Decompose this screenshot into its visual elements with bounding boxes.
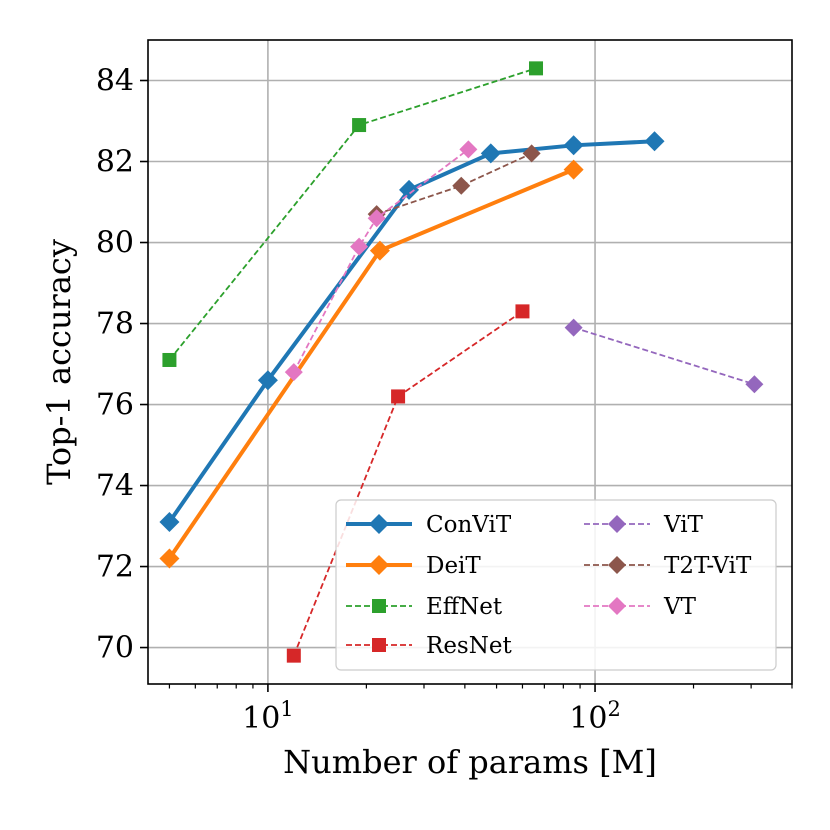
series-line-vit <box>573 326 755 386</box>
data-point-convit <box>159 511 180 532</box>
data-point-vit <box>745 375 764 394</box>
data-point-convit <box>399 179 420 200</box>
legend-label-resnet: ResNet <box>426 633 512 659</box>
legend-marker-resnet <box>372 638 386 652</box>
series-line-vt <box>293 148 469 373</box>
legend-label-t2t-vit: T2T-ViT <box>664 553 752 579</box>
series-line-convit <box>167 139 655 524</box>
data-point-t2t-vit <box>522 144 541 163</box>
data-point-vt <box>350 237 369 256</box>
data-point-deit <box>563 159 584 180</box>
legend-box <box>335 499 777 671</box>
data-point-resnet <box>515 304 530 319</box>
legend-marker-convit <box>369 514 389 534</box>
legend-marker-effnet <box>372 599 386 613</box>
y-tick-label: 84 <box>96 64 134 99</box>
data-point-effnet <box>352 118 367 133</box>
data-point-convit <box>480 143 501 164</box>
series-line-t2t-vit <box>376 152 533 216</box>
y-tick-label: 82 <box>96 145 134 180</box>
y-axis-label: Top-1 accuracy <box>40 239 78 485</box>
data-point-vt <box>367 209 386 228</box>
legend-entry-effnet: EffNet <box>346 594 503 620</box>
data-point-deit <box>159 548 180 569</box>
data-point-convit <box>257 370 278 391</box>
series-convit <box>159 131 665 532</box>
data-point-effnet <box>162 352 177 367</box>
legend: ConViT DeiT EffNet ResNet ViT T2T-ViT VT <box>335 499 777 671</box>
plot-frame <box>147 39 793 685</box>
legend-marker-vit <box>608 515 626 533</box>
data-point-effnet <box>529 61 544 76</box>
legend-entry-t2t-vit: T2T-ViT <box>584 553 752 579</box>
series-effnet <box>162 61 544 367</box>
legend-label-convit: ConViT <box>426 512 512 538</box>
data-point-deit <box>369 240 390 261</box>
legend-label-effnet: EffNet <box>426 594 503 620</box>
legend-marker-vt <box>608 597 626 615</box>
y-tick-label: 70 <box>96 631 134 666</box>
data-point-vt <box>284 363 303 382</box>
legend-entry-deit: DeiT <box>346 553 481 579</box>
y-tick-label: 76 <box>96 388 134 423</box>
legend-label-deit: DeiT <box>426 553 481 579</box>
data-point-t2t-vit <box>452 176 471 195</box>
series-line-effnet <box>168 67 537 361</box>
data-point-vit <box>564 318 583 337</box>
data-point-resnet <box>391 389 406 404</box>
series-layer <box>159 61 764 663</box>
series-deit <box>159 159 584 569</box>
y-tick-label: 72 <box>96 550 134 585</box>
legend-entry-vit: ViT <box>584 512 704 538</box>
x-tick-label: 101 <box>242 697 294 736</box>
y-tick-label: 78 <box>96 307 134 342</box>
series-resnet <box>286 304 530 663</box>
axis-ticks: 70 72 74 76 78 80 82 84 101 102 <box>96 64 793 736</box>
legend-label-vt: VT <box>663 594 697 620</box>
data-point-resnet <box>286 648 301 663</box>
series-vt <box>284 140 478 382</box>
legend-entry-convit: ConViT <box>346 512 512 538</box>
y-tick-label: 80 <box>96 226 134 261</box>
legend-marker-t2t-vit <box>608 556 626 574</box>
legend-marker-deit <box>369 555 389 575</box>
data-point-convit <box>644 131 665 152</box>
data-point-convit <box>563 135 584 156</box>
legend-entry-resnet: ResNet <box>346 633 512 659</box>
legend-label-vit: ViT <box>663 512 704 538</box>
series-vit <box>564 318 764 394</box>
y-tick-label: 74 <box>96 469 134 504</box>
x-axis-label: Number of params [M] <box>283 743 657 781</box>
data-point-vt <box>459 140 478 159</box>
legend-entry-vt: VT <box>584 594 697 620</box>
x-tick-label: 102 <box>569 697 621 736</box>
